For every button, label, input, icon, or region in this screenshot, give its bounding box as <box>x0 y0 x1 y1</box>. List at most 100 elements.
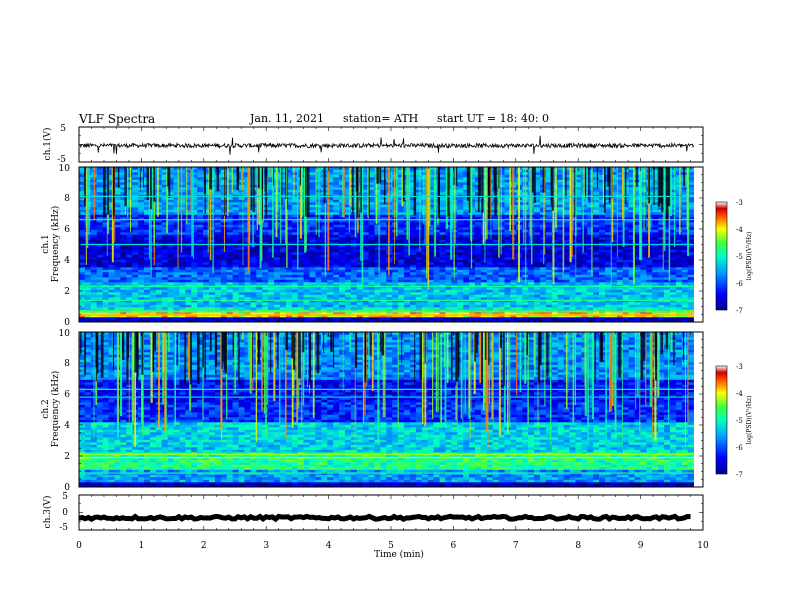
ch1-spec-cell <box>404 287 411 290</box>
ch1-spec-cell <box>604 222 612 225</box>
ch1-spec-cell <box>167 292 174 295</box>
ch1-spec-cell <box>220 297 228 300</box>
ch1-spec-cell <box>498 252 505 255</box>
ch1-spec-cell <box>539 244 547 248</box>
ch1-spec-cell <box>108 257 115 260</box>
ch1-spec-cell <box>356 212 363 215</box>
ch1-spec-cell <box>268 274 275 278</box>
ch1-spec-cell <box>297 279 304 283</box>
ch1-spec-cell <box>380 247 387 250</box>
ch1-spec-cell <box>114 254 121 258</box>
ch1-spec-cell <box>474 227 482 230</box>
ch1-spec-cell <box>96 219 103 223</box>
ch1-spec-cell <box>203 297 210 300</box>
ch1-spec-cell <box>167 264 174 268</box>
ch1-spec-cell <box>628 252 635 255</box>
ch1-spec-cell <box>398 307 405 310</box>
ch1-spec-cell <box>433 319 440 323</box>
ch1-spec-cell <box>285 252 293 255</box>
ch1-spec-cell <box>404 297 411 300</box>
ch1-spec-cell <box>575 204 582 208</box>
ch1-spec-cell <box>262 252 269 255</box>
ch1-spec-cell <box>285 307 293 310</box>
ch1-spec-cell <box>498 239 505 243</box>
ch1-spec-cell <box>498 229 505 233</box>
ch1-spec-cell <box>504 207 511 210</box>
ch1-spec-cell <box>492 289 499 293</box>
ch1-spec-cell <box>504 217 511 220</box>
ch1-spec-cell <box>191 232 198 235</box>
ch1-spec-cell <box>604 304 612 308</box>
ch1-spec-cell <box>504 212 511 215</box>
ch1-spec-cell <box>126 214 133 218</box>
ch1-spec-cell <box>504 269 511 273</box>
ch1-spec-cell <box>581 227 588 230</box>
ch1-spec-cell <box>380 279 387 283</box>
ch1-spec-cell <box>628 277 635 280</box>
ch1-spec-cell <box>640 247 647 250</box>
ch1-spec-cell <box>522 307 529 310</box>
ch1-spec-cell <box>291 267 298 270</box>
ch1-spec-cell <box>220 312 228 315</box>
ch1-spec-cell <box>658 294 665 298</box>
ch1-spec-cell <box>380 207 387 210</box>
ch1-spec-cell <box>581 234 588 238</box>
ch1-spec-cell <box>362 207 369 210</box>
ch1-spec-cell <box>226 297 233 300</box>
ch1-spec-cell <box>380 232 387 235</box>
ch1-spec-cell <box>646 312 653 315</box>
ch1-spec-cell <box>622 237 629 240</box>
ch1-spec-cell <box>256 279 263 283</box>
ch1-spec-cell <box>392 282 399 285</box>
ch1-spec-cell <box>374 294 381 298</box>
ch1-spec-cell <box>675 304 683 308</box>
ch1-spec-cell <box>622 274 629 278</box>
ch1-spec-cell <box>144 274 151 278</box>
ch1-spec-cell <box>238 272 245 275</box>
ch1-spec-cell <box>309 204 316 208</box>
ch1-spec-cell <box>333 294 340 298</box>
ch1-spec-cell <box>297 249 304 253</box>
ch1-spec-cell <box>238 229 245 233</box>
ch1-spec-cell <box>185 209 192 213</box>
ch1-spec-cell <box>144 249 151 253</box>
ch1-spec-cell <box>634 307 641 310</box>
ch1-spec-cell <box>321 279 328 283</box>
ch1-spec-cell <box>421 267 428 270</box>
ch1-spec-cell <box>415 272 423 275</box>
ch1-spec-cell <box>516 304 523 308</box>
ch1-spec-cell <box>640 304 647 308</box>
ch1-spec-cell <box>557 319 564 323</box>
ch1-spec-cell <box>84 312 92 315</box>
ch1-spec-cell <box>197 227 204 230</box>
ch1-spec-cell <box>480 259 488 263</box>
ch1-spec-cell <box>593 259 600 263</box>
ch1-spec-cell <box>563 312 570 315</box>
ch1-spec-cell <box>356 289 363 293</box>
ch1-spec-cell <box>404 247 411 250</box>
ch1-spec-cell <box>681 319 689 323</box>
ch1-spec-cell <box>415 237 423 240</box>
ch1-spec-cell <box>291 244 298 248</box>
ch1-spec-cell <box>179 222 186 225</box>
ch1-spec-cell <box>350 282 358 285</box>
ch1-spec-cell <box>486 319 493 323</box>
ch1-spec-cell <box>179 294 186 298</box>
ch1-spec-cell <box>167 317 174 320</box>
ch1-spec-cell <box>557 229 564 233</box>
ch1-spec-cell <box>179 314 186 318</box>
ch1-spec-cell <box>226 292 233 295</box>
ch1-spec-cell <box>545 227 553 230</box>
ch1-spec-cell <box>102 262 109 265</box>
ch1-spec-cell <box>179 224 186 228</box>
ch1-spec-cell <box>404 254 411 258</box>
ch1-spec-cell <box>510 314 517 318</box>
ch1-spec-cell <box>321 244 328 248</box>
ch1-spec-cell <box>327 247 334 250</box>
ch1-spec-cell <box>380 229 387 233</box>
ch1-spec-cell <box>303 269 310 273</box>
ch1-spec-cell <box>593 277 600 280</box>
ch1-spec-cell <box>114 262 121 265</box>
ch1-spec-cell <box>274 297 281 300</box>
ch1-spec-cell <box>439 207 446 210</box>
